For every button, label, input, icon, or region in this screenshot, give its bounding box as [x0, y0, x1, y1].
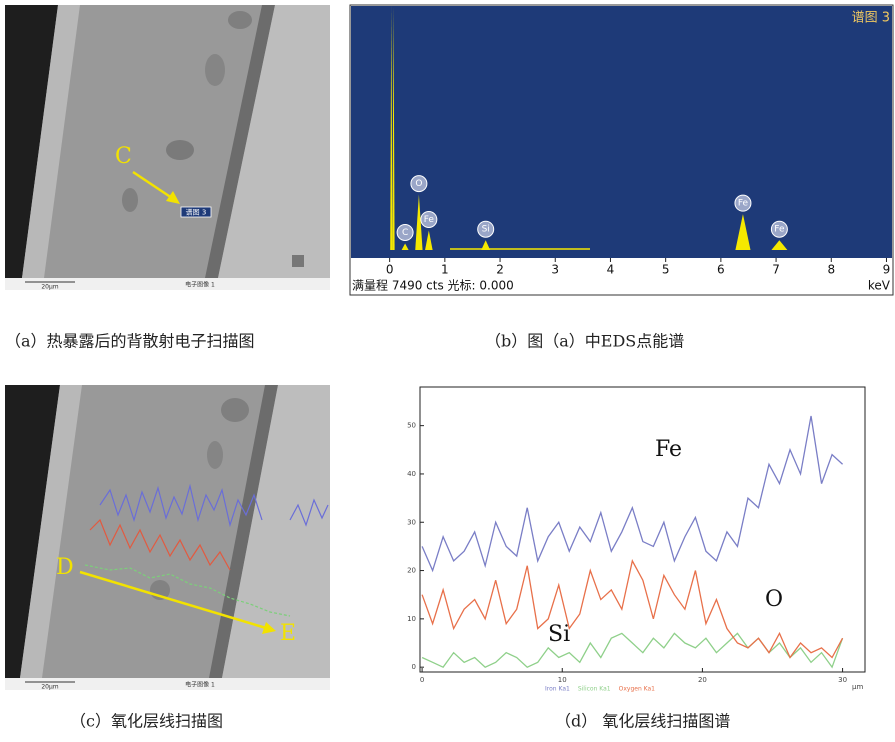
sem-feature: [292, 255, 304, 267]
scale-label: 20μm: [41, 284, 58, 291]
page: {"panels": [ {"caption": "（a）热暴露后的背散射电子扫…: [0, 0, 895, 742]
sem-feature: [228, 11, 252, 29]
y-tick-label: 30: [407, 518, 416, 526]
caption: （b）图（a）中EDS点能谱: [485, 332, 684, 351]
end-label: E: [280, 621, 296, 646]
annotation: Si: [548, 622, 570, 647]
sem-feature: [122, 188, 138, 212]
sem-image-a: 20μm 电子图像 1 C 谱图 3: [5, 5, 330, 291]
peak-label: Si: [482, 225, 490, 235]
peak-label: O: [415, 179, 422, 189]
peak-label: Fe: [774, 225, 785, 235]
x-tick-label: 5: [662, 263, 670, 277]
peak-label: Fe: [738, 199, 749, 209]
annotation: O: [765, 587, 783, 612]
y-tick-label: 0: [412, 663, 416, 671]
spectrum-title: 谱图 3: [852, 11, 890, 26]
point-label: C: [115, 144, 132, 169]
legend-entry: Oxygen Ka1: [619, 686, 656, 693]
x-tick-label: 2: [496, 263, 504, 277]
caption: （c）氧化层线扫描图: [70, 712, 223, 731]
x-tick-label: 20: [698, 676, 707, 684]
peak-label: C: [402, 228, 408, 238]
x-tick-label: 4: [607, 263, 615, 277]
spot-label: 谱图 3: [186, 208, 207, 217]
peak-label: Fe: [424, 215, 435, 225]
legend-entry: Iron Ka1: [545, 686, 570, 693]
spectrum-panel: 谱图 3 满量程 7490 cts 光标: 0.000 keV: [350, 5, 893, 295]
sem-feature: [207, 441, 223, 469]
image-label: 电子图像 1: [185, 281, 215, 289]
y-tick-label: 50: [407, 422, 416, 430]
x-tick-label: 7: [772, 263, 780, 277]
image-label: 电子图像 1: [185, 681, 215, 689]
x-tick-label: 3: [551, 263, 559, 277]
sem-feature: [221, 398, 249, 422]
legend-entry: Silicon Ka1: [578, 686, 611, 693]
x-tick-label: 1: [441, 263, 449, 277]
sem-image-c: 20μm 电子图像 1 D E: [5, 385, 330, 691]
x-tick-label: 30: [838, 676, 847, 684]
x-axis-label: keV: [868, 279, 891, 293]
x-tick-label: 6: [717, 263, 725, 277]
y-tick-label: 40: [407, 470, 416, 478]
sem-feature: [166, 140, 194, 160]
figure: 20μm 电子图像 1 C 谱图 3 （a）热暴露后的背散射电子扫描图 谱图 3…: [0, 0, 895, 742]
caption: （d） 氧化层线扫描图谱: [555, 712, 730, 731]
y-tick-label: 10: [407, 615, 416, 623]
x-tick-label: 10: [558, 676, 567, 684]
linescan-frame: [420, 387, 865, 672]
y-tick-label: 20: [407, 567, 416, 575]
x-tick-label: 9: [883, 263, 891, 277]
x-axis-label: μm: [852, 683, 863, 691]
x-tick-label: 8: [827, 263, 835, 277]
annotation: Fe: [655, 437, 682, 462]
caption: （a）热暴露后的背散射电子扫描图: [5, 332, 255, 351]
spectrum-status: 满量程 7490 cts 光标: 0.000: [352, 278, 514, 293]
start-label: D: [56, 555, 74, 580]
sem-feature: [205, 54, 225, 86]
scale-label: 20μm: [41, 684, 58, 691]
x-tick-label: 0: [420, 676, 424, 684]
x-tick-label: 0: [386, 263, 394, 277]
